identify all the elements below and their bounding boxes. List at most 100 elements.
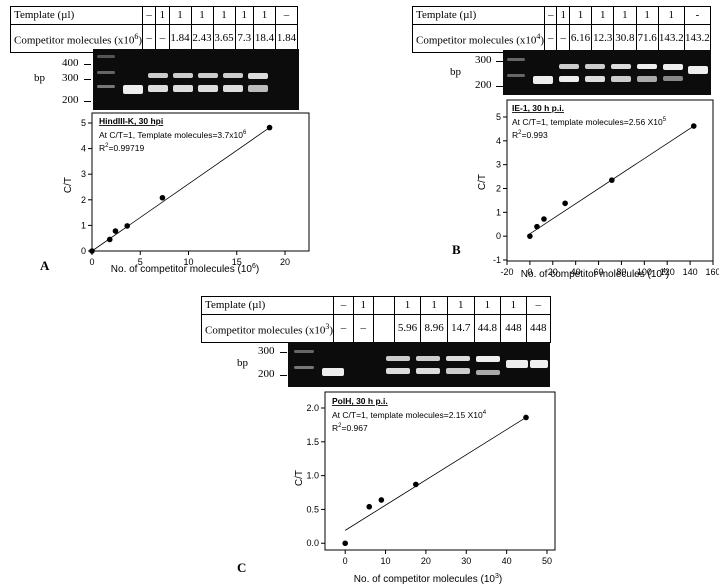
y-tick-label: 1.0: [306, 471, 319, 481]
lane-cell: 448: [500, 314, 527, 343]
gel-band: [446, 356, 470, 361]
x-axis-unit: (10: [238, 264, 253, 275]
gel-band: [416, 356, 440, 361]
lane-cell: 1: [212, 6, 236, 25]
data-point: [112, 228, 119, 234]
lane-cell: 1: [473, 296, 502, 315]
gel-band: [97, 85, 115, 88]
competitor-row: Competitor molecules (x103) – – 5.96 8.9…: [200, 314, 552, 343]
annotation-exponent: 5: [663, 117, 667, 123]
r-squared-value: =0.967: [341, 423, 368, 433]
data-point: [527, 233, 533, 239]
x-tick-label: 20: [421, 556, 431, 566]
gel-band: [611, 76, 631, 82]
data-point: [342, 540, 348, 547]
r-squared-sup: 2: [338, 423, 342, 429]
chart-c: 0 10 20 30 40 50 0.0 0.5 1.0 1.5 2.0 PolH, 30 h p.i…: [294, 391, 556, 585]
template-label: Template (µl): [411, 6, 546, 25]
competitor-label: Competitor molecules (x106): [9, 24, 144, 53]
y-tick-label: 0: [81, 246, 86, 256]
bp-unit-label: bp: [34, 72, 45, 84]
y-tick-label: 3: [496, 160, 501, 170]
lane-cell: –: [352, 314, 374, 343]
x-tick-label: 140: [683, 267, 698, 277]
x-axis-unit: (10: [648, 269, 663, 280]
lane-cell: –: [333, 296, 354, 315]
gel-band: [507, 58, 525, 61]
chart-b: -20 0 20 40 60 80 100 120 140 160 -1 0 1 2 3 4 5 IE-1, 30…: [477, 99, 719, 280]
lane-cell: –: [556, 24, 570, 53]
lane-cell: 1: [635, 6, 659, 25]
gel-band: [123, 85, 143, 94]
competitor-label: Competitor molecules (x103): [200, 314, 335, 343]
bp-marker: 200: [258, 368, 275, 380]
gel-band: [294, 350, 314, 353]
lane-cell: 1: [234, 6, 254, 25]
r-squared-value: =0.993: [521, 130, 548, 140]
plot-frame: [506, 99, 714, 262]
panel-label: A: [40, 258, 50, 273]
r-squared: R2=0.967: [332, 423, 368, 433]
annotation-text: At C/T=1, template molecules=2.15 X10: [332, 410, 483, 420]
annotation-title: PolH, 30 h p.i.: [332, 396, 388, 406]
lane-cell: –: [544, 24, 558, 53]
lane-cell: 1: [168, 6, 192, 25]
lane-cell: 1: [568, 6, 593, 25]
gel-band: [530, 360, 548, 368]
bp-unit-label: bp: [237, 357, 248, 369]
x-tick-label: 40: [571, 267, 581, 277]
lane-cell: 1: [446, 296, 475, 315]
gel-band: [506, 360, 528, 368]
x-tick-label: -20: [500, 267, 513, 277]
data-point: [523, 414, 529, 421]
gel-band: [688, 66, 708, 74]
template-label: Template (µl): [9, 6, 144, 25]
lane-cell: 6.16: [568, 24, 593, 53]
r-squared-sup: 2: [105, 143, 109, 149]
lane-cell: 1: [252, 6, 276, 25]
gel-band: [559, 64, 579, 69]
r-squared-symbol: R: [99, 143, 105, 153]
x-axis-label: No. of competitor molecules (104): [521, 268, 669, 280]
gel-band: [223, 73, 243, 78]
r-squared-value: =0.99719: [108, 143, 144, 153]
bp-marker: 300: [475, 54, 492, 66]
lane-cell: –: [544, 6, 558, 25]
gel-band: [585, 76, 605, 82]
bp-marker: 400: [62, 57, 79, 69]
lane-cell: –: [142, 6, 157, 25]
lane-cell: 8.96: [420, 314, 448, 343]
y-tick-label: -1: [493, 255, 501, 265]
y-tick-label: 2.0: [306, 403, 319, 413]
gel-band: [446, 368, 470, 374]
lane-cell: 448: [525, 314, 552, 343]
data-point: [378, 497, 385, 503]
annotation-text: At C/T=1, template molecules=2.56 X10: [512, 117, 663, 127]
x-axis-unit-close: ): [256, 264, 259, 275]
template-row: Template (µl) – 1 1 1 1 1 1 –: [9, 6, 299, 25]
lane-cell: 1.84: [274, 24, 299, 53]
x-axis-unit-exp: 4: [662, 268, 666, 275]
x-tick-label: 120: [660, 267, 675, 277]
x-tick-label: 50: [542, 556, 552, 566]
x-tick-label: 160: [705, 267, 719, 277]
gel-band: [637, 76, 657, 82]
data-point: [541, 216, 547, 222]
lane-cell: 143.2: [657, 24, 685, 53]
x-tick-label: 60: [594, 267, 604, 277]
y-tick-label: 5: [496, 112, 501, 122]
bp-tick: [280, 352, 287, 353]
x-axis-label-text: No. of competitor molecules: [111, 264, 238, 275]
bp-marker: 200: [62, 94, 79, 106]
gel-band: [416, 368, 440, 374]
lane-cell: 1: [591, 6, 615, 25]
annotation-text: At C/T=1, Template molecules=3.7x10: [99, 130, 243, 140]
annotation-title: IE-1, 30 h p.i.: [512, 103, 564, 113]
data-point: [266, 124, 273, 131]
chart-a: 0 5 10 15 20 0 1 2 3 4 5 HindIII-K, 30 hpi At C/T=1,…: [63, 112, 310, 275]
data-point: [366, 503, 373, 510]
y-tick-label: 1.5: [306, 437, 319, 447]
gel-image: [288, 342, 550, 387]
x-tick-label: 20: [280, 257, 290, 267]
lane-cell: 1: [352, 296, 374, 315]
